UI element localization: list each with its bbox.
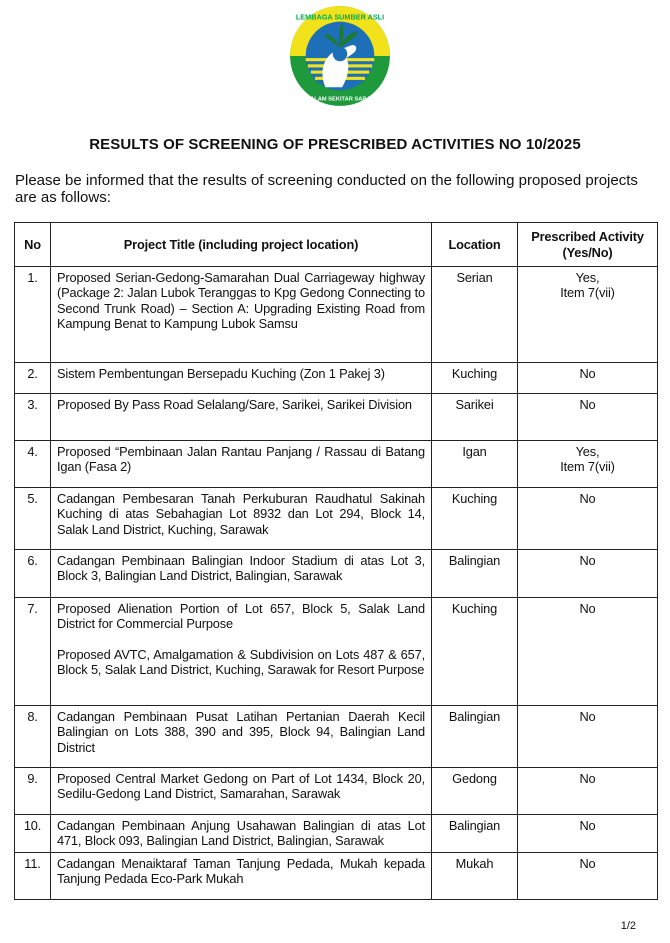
logo-top-text: LEMBAGA SUMBER ASLI [296, 13, 384, 22]
header-project-title: Project Title (including project locatio… [50, 222, 432, 267]
table-header-row: No Project Title (including project loca… [14, 222, 658, 267]
prescribed-activity: No [579, 709, 596, 724]
project-title: Proposed AVTC, Amalgamation & Subdivisio… [57, 646, 425, 678]
prescribed-activity-cell: No [517, 393, 658, 441]
row-number: 7. [14, 597, 51, 706]
project-title: Cadangan Pembinaan Balingian Indoor Stad… [57, 553, 425, 584]
prescribed-activity: Yes, [575, 444, 600, 459]
project-title-cell: Proposed Alienation Portion of Lot 657, … [50, 597, 432, 706]
project-title-cell: Cadangan Menaiktaraf Taman Tanjung Pedad… [50, 851, 432, 900]
prescribed-activity: No [579, 818, 596, 833]
project-title: Sistem Pembentungan Bersepadu Kuching (Z… [57, 366, 385, 381]
prescribed-activity: No [579, 601, 596, 616]
table-row: 4. Proposed “Pembinaan Jalan Rantau Panja… [14, 440, 658, 488]
page-title: RESULTS OF SCREENING OF PRESCRIBED ACTIV… [89, 136, 581, 153]
row-number: 6. [14, 549, 51, 598]
row-number: 8. [14, 705, 51, 768]
project-title: Cadangan Pembesaran Tanah Perkuburan Rau… [57, 491, 425, 537]
table-row: 7. Proposed Alienation Portion of Lot 657… [14, 597, 658, 706]
prescribed-activity: No [579, 366, 596, 381]
table-row: 1. Proposed Serian-Gedong-Samarahan Dual … [14, 266, 658, 363]
location: Balingian [431, 814, 518, 853]
project-title-cell: Cadangan Pembesaran Tanah Perkuburan Rau… [50, 487, 432, 550]
intro-text: Please be informed that the results of s… [15, 172, 638, 206]
table-row: 3. Proposed By Pass Road Selalang/Sare, S… [14, 393, 658, 441]
prescribed-activity-cell: No [517, 851, 658, 900]
prescribed-activity-cell: No [517, 487, 658, 550]
project-title-cell: Proposed Central Market Gedong on Part o… [50, 767, 432, 815]
row-number: 2. [14, 362, 51, 394]
project-title-cell: Proposed “Pembinaan Jalan Rantau Panjang… [50, 440, 432, 488]
location: Kuching [431, 487, 518, 550]
project-title-cell: Cadangan Pembinaan Balingian Indoor Stad… [50, 549, 432, 598]
location: Sarikei [431, 393, 518, 441]
prescribed-activity: No [579, 771, 596, 786]
prescribed-activity-cell: Yes, Item 7(vii) [517, 440, 658, 488]
logo-bottom-text: DAN ALAM SEKITAR SARAWAK [296, 97, 384, 103]
project-title: Proposed Serian-Gedong-Samarahan Dual Ca… [57, 270, 425, 332]
lembaga-sumber-asli-logo: LEMBAGA SUMBER ASLI DAN ALAM SEKITAR SAR… [290, 6, 390, 106]
screening-results-table: No Project Title (including project loca… [14, 222, 658, 900]
page-number: 1/2 [620, 920, 636, 932]
prescribed-activity: Yes, [575, 270, 600, 285]
prescribed-activity-cell: No [517, 767, 658, 815]
table-row: 5. Cadangan Pembesaran Tanah Perkuburan R… [14, 487, 658, 550]
prescribed-activity: No [579, 553, 596, 568]
prescribed-activity-cell: No [517, 362, 658, 394]
row-number: 10. [14, 814, 51, 853]
location: Gedong [431, 767, 518, 815]
prescribed-activity: No [579, 397, 596, 412]
header-location: Location [431, 222, 518, 267]
project-title-cell: Sistem Pembentungan Bersepadu Kuching (Z… [50, 362, 432, 394]
prescribed-activity-cell: No [517, 705, 658, 768]
location: Balingian [431, 705, 518, 768]
header-no: No [14, 222, 51, 267]
row-number: 9. [14, 767, 51, 815]
prescribed-activity: No [579, 855, 596, 871]
location: Serian [431, 266, 518, 363]
prescribed-activity-cell: No [517, 814, 658, 853]
project-title: Cadangan Pembinaan Anjung Usahawan Balin… [57, 818, 425, 849]
row-number: 1. [14, 266, 51, 363]
prescribed-activity: No [579, 491, 596, 506]
prescribed-activity: Item 7(vii) [560, 459, 615, 475]
prescribed-activity-cell: Yes, Item 7(vii) [517, 266, 658, 363]
project-title: Cadangan Pembinaan Pusat Latihan Pertani… [57, 709, 425, 755]
table-row: 2. Sistem Pembentungan Bersepadu Kuching … [14, 362, 658, 394]
location: Kuching [431, 597, 518, 706]
prescribed-activity-cell: No [517, 549, 658, 598]
table-row: 6. Cadangan Pembinaan Balingian Indoor St… [14, 549, 658, 598]
project-title: Proposed Alienation Portion of Lot 657, … [57, 601, 425, 632]
location: Igan [431, 440, 518, 488]
row-number: 5. [14, 487, 51, 550]
project-title: Cadangan Menaiktaraf Taman Tanjung Pedad… [57, 855, 425, 887]
row-number: 4. [14, 440, 51, 488]
prescribed-activity: Item 7(vii) [560, 285, 615, 301]
location: Mukah [431, 851, 518, 900]
header-prescribed-activity: Prescribed Activity (Yes/No) [517, 222, 658, 267]
table-row: 8. Cadangan Pembinaan Pusat Latihan Perta… [14, 705, 658, 768]
table-row: 10. Cadangan Pembinaan Anjung Usahawan Ba… [14, 814, 658, 853]
prescribed-activity-cell: No [517, 597, 658, 706]
table-row: 11. Cadangan Menaiktaraf Taman Tanjung Pe… [14, 851, 658, 900]
row-number: 11. [14, 851, 51, 900]
project-title: Proposed Central Market Gedong on Part o… [57, 771, 425, 802]
project-title: Proposed By Pass Road Selalang/Sare, Sar… [57, 397, 412, 412]
location: Kuching [431, 362, 518, 394]
location: Balingian [431, 549, 518, 598]
project-title-cell: Proposed By Pass Road Selalang/Sare, Sar… [50, 393, 432, 441]
row-number: 3. [14, 393, 51, 441]
project-title-cell: Cadangan Pembinaan Anjung Usahawan Balin… [50, 814, 432, 853]
project-title-cell: Proposed Serian-Gedong-Samarahan Dual Ca… [50, 266, 432, 363]
project-title-cell: Cadangan Pembinaan Pusat Latihan Pertani… [50, 705, 432, 768]
project-title: Proposed “Pembinaan Jalan Rantau Panjang… [57, 444, 425, 475]
table-row: 9. Proposed Central Market Gedong on Part… [14, 767, 658, 815]
